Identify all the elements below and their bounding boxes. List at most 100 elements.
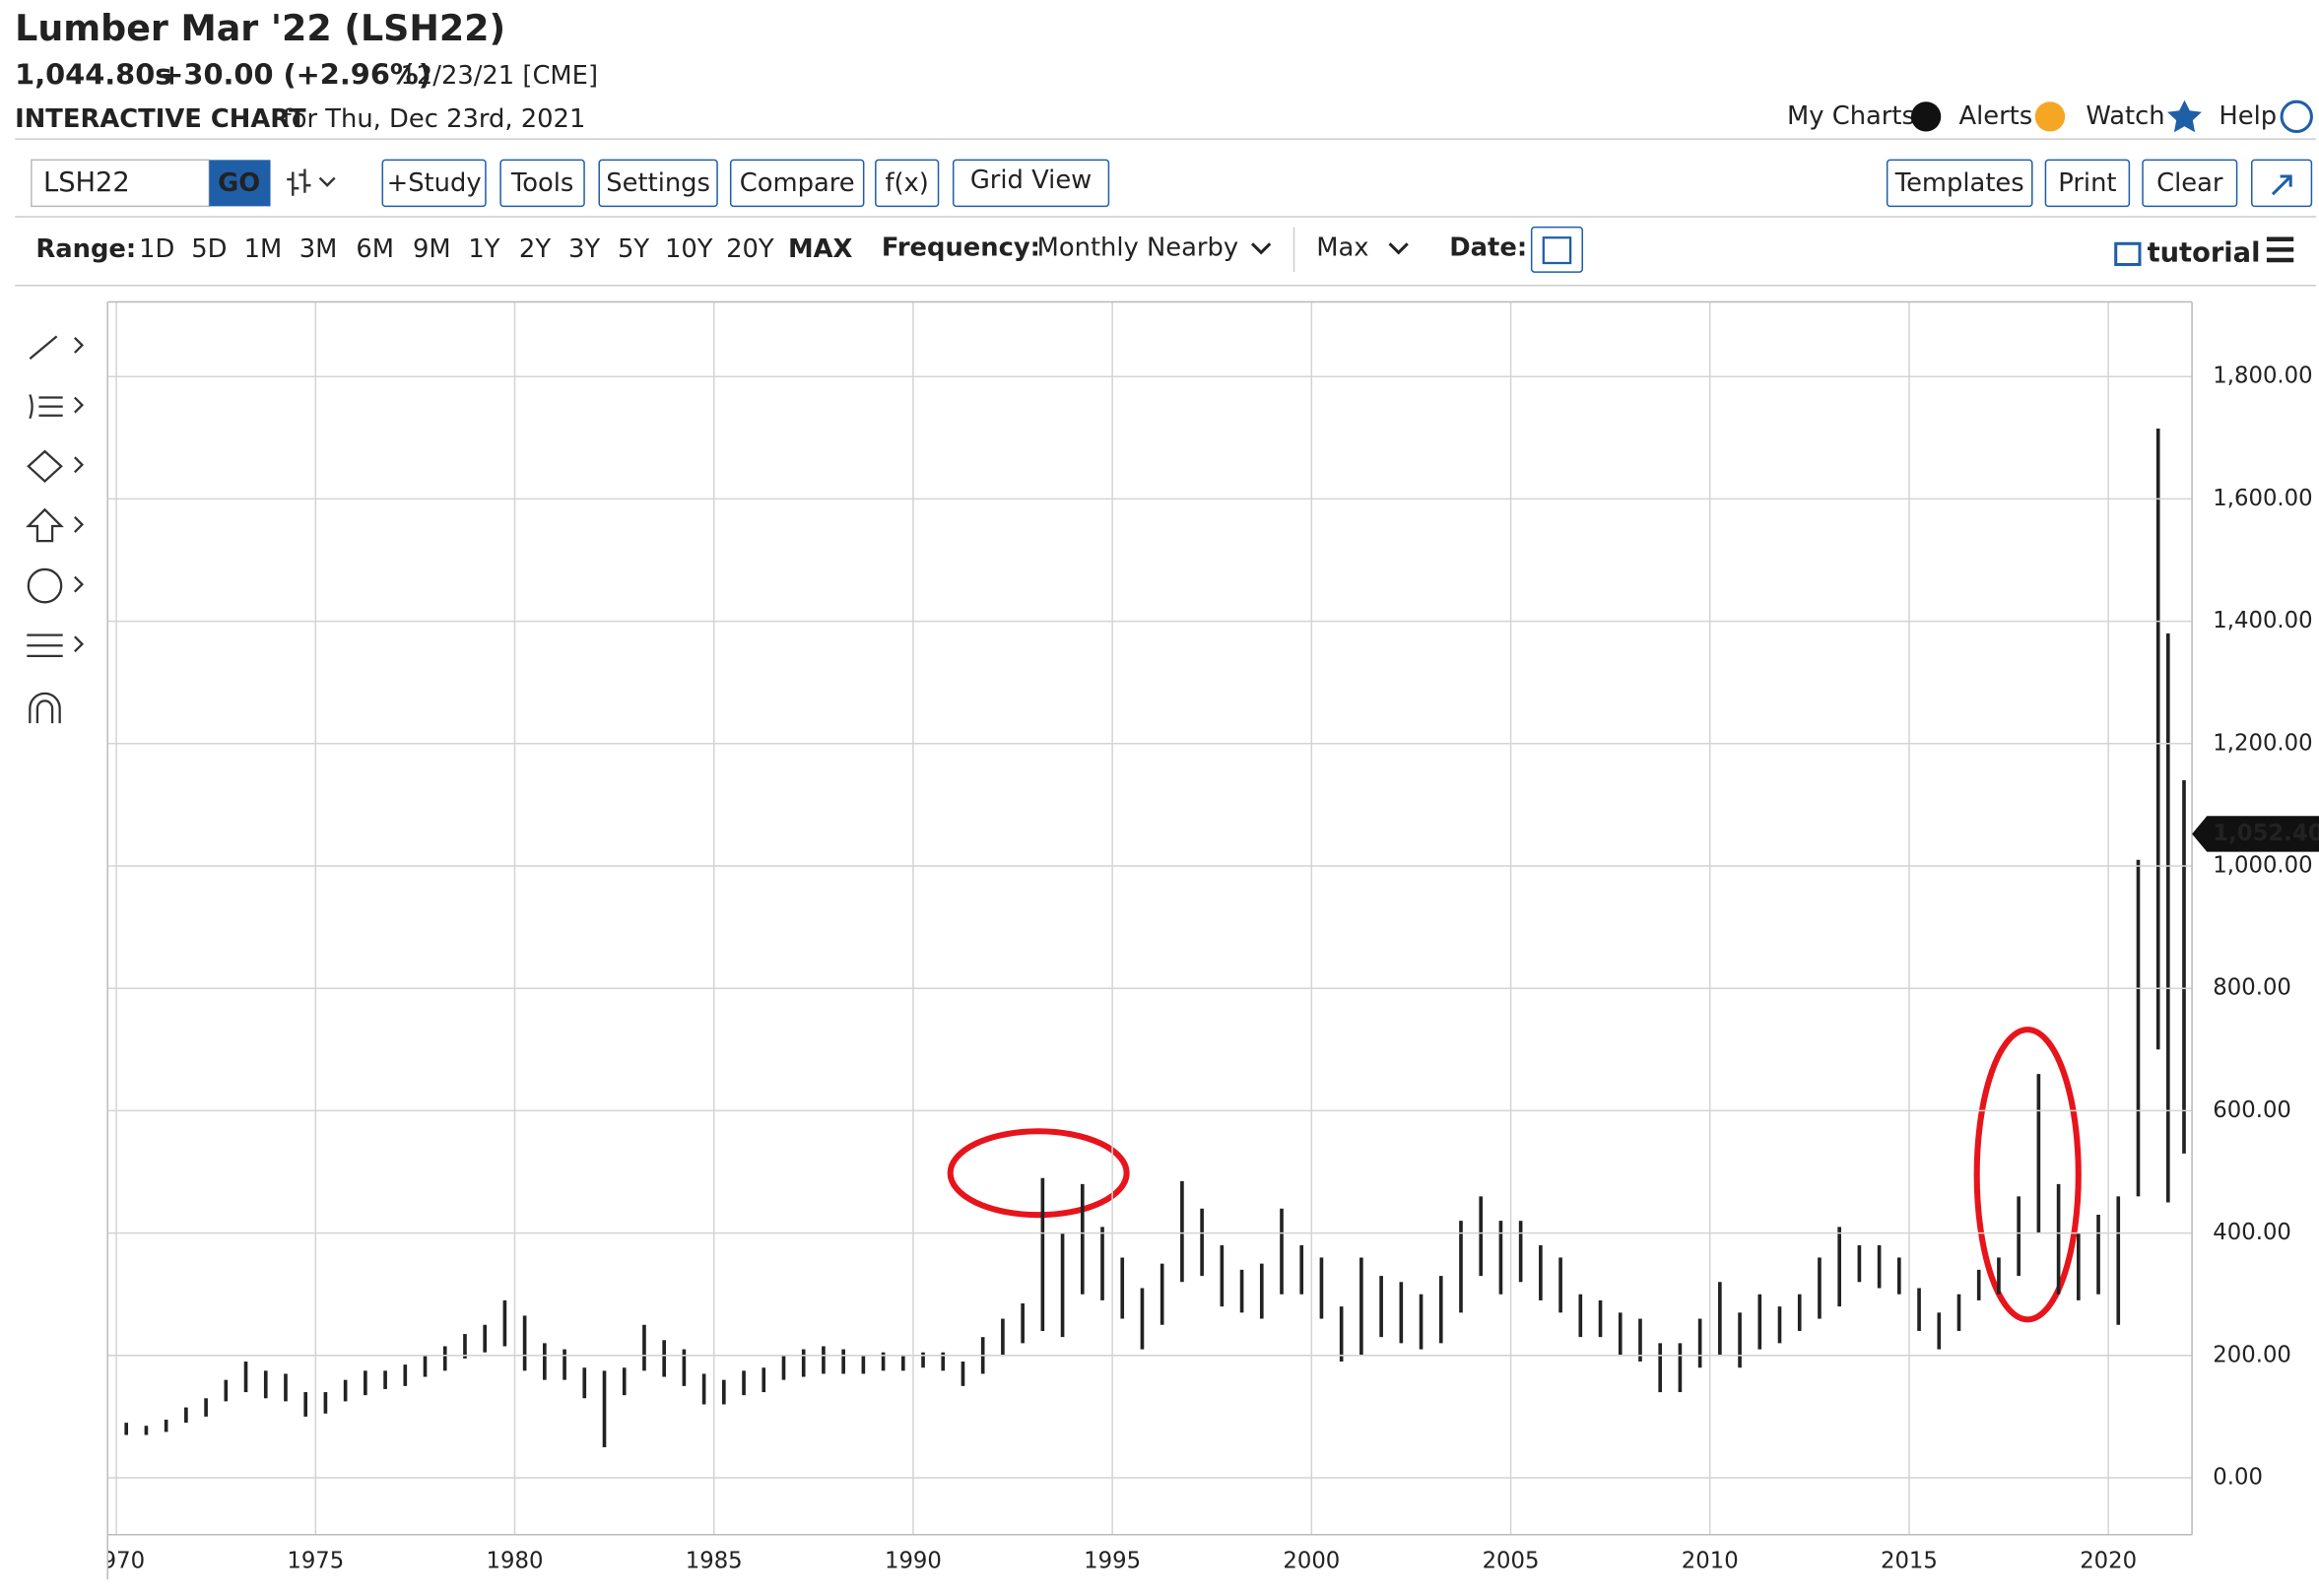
range-option[interactable]: 3M	[299, 234, 338, 264]
button-label[interactable]: Clear	[2156, 168, 2223, 198]
range-option[interactable]: 2Y	[519, 234, 551, 264]
icon	[1910, 101, 1942, 132]
range-option[interactable]: 1M	[244, 234, 283, 264]
y-tick-label: 1,600.00	[2213, 486, 2312, 511]
button-label[interactable]: f(x)	[885, 168, 928, 198]
range-option[interactable]: 9M	[413, 234, 451, 264]
annotation-circle	[1973, 1027, 2082, 1323]
range-label: Range:	[35, 234, 136, 264]
tool-measure[interactable]	[27, 575, 85, 658]
menu-icon[interactable]	[2266, 236, 2294, 263]
range-option[interactable]: 20Y	[726, 234, 774, 264]
chart-label: INTERACTIVE CHART	[15, 104, 306, 134]
tool-fib[interactable]	[29, 394, 85, 420]
top-link[interactable]: Alerts	[1958, 101, 2032, 131]
annotation-circle	[947, 1128, 1130, 1219]
range-option[interactable]: MAX	[788, 234, 853, 264]
icon	[2114, 241, 2142, 267]
expand-button[interactable]	[2250, 159, 2313, 208]
y-tick-label: 600.00	[2213, 1097, 2291, 1123]
x-tick-label: 1975	[287, 1549, 344, 1574]
y-tick-label: 200.00	[2213, 1342, 2291, 1367]
price-change: +30.00 (+2.96%)	[160, 57, 431, 91]
go-label[interactable]: GO	[218, 168, 260, 198]
range-option[interactable]: 10Y	[665, 234, 713, 264]
toolbar-button[interactable]	[875, 159, 940, 208]
x-tick-label: 1980	[487, 1549, 544, 1574]
page-title: Lumber Mar '22 (LSH22)	[15, 7, 505, 49]
range-option[interactable]: 5D	[191, 234, 227, 264]
range-option[interactable]: 5Y	[618, 234, 649, 264]
frequency-label: Frequency:	[882, 233, 1040, 262]
x-tick-label: 2020	[2080, 1549, 2137, 1574]
range-option[interactable]: 1D	[139, 234, 174, 264]
toolbar-button[interactable]	[952, 159, 1110, 208]
toolbar-button[interactable]	[2142, 159, 2238, 208]
toolbar-button[interactable]	[499, 159, 585, 208]
frequency-select[interactable]: Monthly Nearby	[1037, 233, 1238, 262]
range-option[interactable]: 3Y	[568, 234, 600, 264]
symbol-input[interactable]	[31, 159, 211, 208]
tool-shape[interactable]	[27, 449, 85, 483]
icon	[1542, 236, 1572, 265]
x-tick-label: 2005	[1483, 1549, 1540, 1574]
range-option[interactable]: 6M	[356, 234, 394, 264]
y-tick-label: 1,400.00	[2213, 608, 2312, 633]
tutorial-link[interactable]: tutorial	[2148, 237, 2261, 268]
chart-style[interactable]	[287, 168, 336, 196]
top-link[interactable]: Help	[2219, 101, 2277, 131]
drawing-tools[interactable]	[26, 335, 85, 724]
date-picker[interactable]	[1530, 226, 1583, 273]
last-price: 1,044.80s	[15, 57, 171, 91]
tool-arrow[interactable]	[26, 507, 85, 543]
button-label[interactable]: Grid View	[970, 166, 1092, 195]
x-tick-label: 1995	[1084, 1549, 1141, 1574]
icon	[2167, 100, 2202, 133]
x-tick-label: 1990	[885, 1549, 942, 1574]
x-tick-label: 2010	[1682, 1549, 1739, 1574]
toolbar-button[interactable]	[1886, 159, 2033, 208]
x-tick-label: 2000	[1283, 1549, 1340, 1574]
date-label: Date:	[1449, 233, 1527, 262]
top-link[interactable]: Watch	[2086, 101, 2164, 131]
button-label[interactable]: +Study	[387, 168, 482, 198]
quote-date: 12/23/21 [CME]	[400, 61, 598, 91]
x-tick-label: 2015	[1881, 1549, 1938, 1574]
symbol-text: LSH22	[43, 167, 130, 198]
range-option[interactable]: 1Y	[468, 234, 499, 264]
x-tick-label: 1985	[686, 1549, 743, 1574]
button-label[interactable]: Templates	[1894, 168, 2024, 198]
y-tick-label: 1,200.00	[2213, 730, 2312, 756]
period-select[interactable]: Max	[1316, 233, 1368, 262]
last-price-tag	[2192, 816, 2319, 852]
x-tick-label: 1970	[88, 1549, 145, 1574]
plot: 1970 1975 1980 1985 1990 1995 2000 2005 2010 2015…	[88, 428, 2186, 1574]
tool-number[interactable]	[27, 567, 63, 604]
chart-date: for Thu, Dec 23rd, 2021	[283, 104, 586, 134]
last-price-label: 1,052.40	[2213, 821, 2319, 846]
icon	[2034, 101, 2066, 132]
toolbar-button[interactable]	[729, 159, 865, 208]
button-label[interactable]: Print	[2058, 168, 2116, 198]
toolbar-button[interactable]	[598, 159, 718, 208]
icon	[2271, 174, 2292, 196]
y-tick-label: 800.00	[2213, 975, 2291, 1001]
y-tick-label: 1,800.00	[2213, 364, 2312, 389]
tool-line[interactable]	[29, 335, 85, 360]
go-button[interactable]	[209, 160, 271, 207]
icon	[1388, 242, 1409, 255]
y-tick-label: 0.00	[2213, 1465, 2263, 1491]
icon	[1250, 242, 1272, 255]
button-label[interactable]: Tools	[510, 168, 573, 198]
toolbar-button[interactable]	[381, 159, 487, 208]
top-link[interactable]: My Charts	[1787, 101, 1915, 131]
tool-magnet[interactable]	[29, 692, 61, 724]
toolbar-button[interactable]	[2044, 159, 2131, 208]
button-label[interactable]: Compare	[740, 168, 855, 198]
y-tick-label: 400.00	[2213, 1220, 2291, 1245]
button-label[interactable]: Settings	[606, 168, 710, 198]
icon	[2280, 100, 2313, 134]
y-tick-label: 1,000.00	[2213, 853, 2312, 879]
